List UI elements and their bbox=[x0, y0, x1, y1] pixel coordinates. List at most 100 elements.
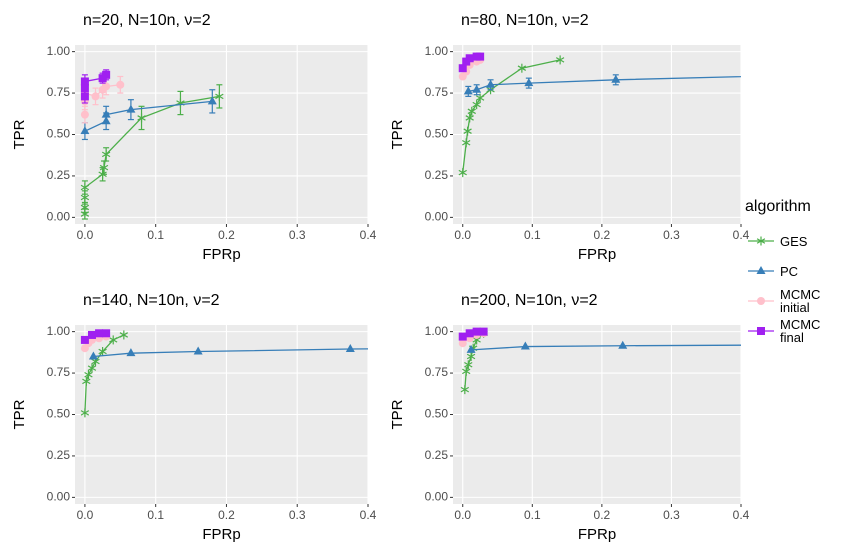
point bbox=[88, 351, 98, 360]
x-axis-label: FPRp bbox=[578, 526, 616, 543]
asterisk-stroke bbox=[555, 57, 565, 63]
point bbox=[458, 339, 467, 348]
panel-title: n=140, N=10n, ν=2 bbox=[83, 292, 220, 309]
point bbox=[757, 327, 765, 335]
point bbox=[126, 104, 136, 113]
x-axis-label: FPRp bbox=[202, 526, 240, 543]
y-tick-label: 0.50 bbox=[425, 127, 449, 141]
error-bar bbox=[808, 70, 814, 80]
point bbox=[116, 80, 125, 89]
x-tick-label: 0.4 bbox=[360, 228, 377, 242]
x-tick-label: 0.2 bbox=[218, 508, 235, 522]
point bbox=[109, 335, 118, 345]
x-tick-label: 0.3 bbox=[663, 508, 680, 522]
point bbox=[486, 79, 496, 88]
asterisk-stroke bbox=[460, 386, 470, 393]
point bbox=[80, 77, 89, 86]
y-axis-label: TPR bbox=[11, 399, 28, 429]
point bbox=[465, 54, 474, 63]
point bbox=[460, 385, 470, 395]
asterisk-stroke bbox=[215, 93, 224, 100]
panel-title: n=80, N=10n, ν=2 bbox=[461, 12, 589, 29]
point bbox=[80, 126, 90, 135]
asterisk-stroke bbox=[98, 171, 107, 178]
point bbox=[98, 347, 107, 357]
asterisk-stroke bbox=[101, 151, 111, 158]
point bbox=[84, 370, 93, 380]
legend-label: MCMC initial bbox=[780, 287, 821, 315]
x-tick-label: 0.0 bbox=[454, 508, 471, 522]
asterisk-stroke bbox=[119, 332, 129, 338]
asterisk-stroke bbox=[466, 353, 476, 360]
point bbox=[464, 360, 473, 370]
point bbox=[80, 408, 90, 418]
point bbox=[462, 138, 471, 148]
point bbox=[119, 330, 129, 340]
asterisk-stroke bbox=[465, 115, 474, 121]
legend: algorithm GES PC MCMC initial MCMC final bbox=[740, 198, 855, 346]
asterisk-stroke bbox=[91, 358, 100, 365]
asterisk-stroke bbox=[80, 184, 90, 191]
legend-key bbox=[748, 327, 774, 335]
legend-key bbox=[748, 297, 774, 305]
y-tick-label: 0.25 bbox=[425, 168, 449, 182]
asterisk-stroke bbox=[464, 362, 473, 368]
point bbox=[463, 126, 472, 136]
y-axis-label: TPR bbox=[389, 119, 406, 149]
plot-area bbox=[458, 52, 814, 178]
x-tick-label: 0.2 bbox=[594, 228, 611, 242]
point bbox=[524, 78, 534, 87]
point bbox=[465, 113, 474, 123]
x-tick-label: 0.1 bbox=[524, 228, 541, 242]
point bbox=[472, 100, 481, 110]
point bbox=[555, 55, 565, 65]
asterisk-stroke bbox=[517, 65, 527, 71]
y-axis-label: TPR bbox=[11, 119, 28, 149]
asterisk-stroke bbox=[80, 410, 90, 416]
x-tick-label: 0.4 bbox=[360, 508, 377, 522]
y-tick-label: 0.75 bbox=[425, 85, 449, 99]
point bbox=[207, 96, 217, 105]
point bbox=[102, 70, 111, 79]
asterisk-stroke bbox=[82, 378, 91, 385]
point bbox=[102, 329, 111, 338]
asterisk-stroke bbox=[463, 128, 472, 134]
x-tick-label: 0.0 bbox=[454, 228, 471, 242]
legend-title: algorithm bbox=[745, 198, 811, 215]
point bbox=[458, 64, 467, 73]
y-axis-label: TPR bbox=[389, 399, 406, 429]
point bbox=[479, 327, 488, 336]
point bbox=[80, 110, 89, 119]
legend-entry: PC bbox=[740, 256, 855, 286]
series-line bbox=[462, 59, 561, 173]
asterisk-stroke bbox=[80, 194, 90, 201]
point bbox=[80, 84, 89, 93]
asterisk-stroke bbox=[475, 95, 485, 101]
x-tick-label: 0.2 bbox=[594, 508, 611, 522]
y-tick-label: 0.50 bbox=[47, 407, 71, 421]
point bbox=[458, 168, 467, 178]
x-tick-label: 0.3 bbox=[289, 228, 306, 242]
point bbox=[82, 376, 91, 386]
panel-title: n=20, N=10n, ν=2 bbox=[83, 12, 211, 29]
asterisk-stroke bbox=[458, 169, 467, 176]
point bbox=[517, 63, 527, 73]
asterisk-stroke bbox=[99, 164, 109, 171]
point bbox=[476, 52, 485, 61]
panel-title: n=200, N=10n, ν=2 bbox=[461, 292, 598, 309]
legend-entry: GES bbox=[740, 226, 855, 256]
y-tick-label: 0.75 bbox=[425, 365, 449, 379]
point bbox=[99, 163, 109, 173]
y-tick-label: 0.50 bbox=[47, 127, 71, 141]
y-tick-label: 1.00 bbox=[425, 44, 449, 58]
x-tick-label: 0.4 bbox=[733, 508, 750, 522]
point bbox=[80, 335, 89, 344]
point bbox=[98, 169, 107, 179]
series-line bbox=[471, 344, 741, 351]
legend-label: PC bbox=[780, 263, 799, 279]
point bbox=[466, 344, 476, 353]
point bbox=[87, 330, 96, 339]
y-tick-label: 0.00 bbox=[425, 490, 449, 504]
point bbox=[463, 86, 473, 95]
